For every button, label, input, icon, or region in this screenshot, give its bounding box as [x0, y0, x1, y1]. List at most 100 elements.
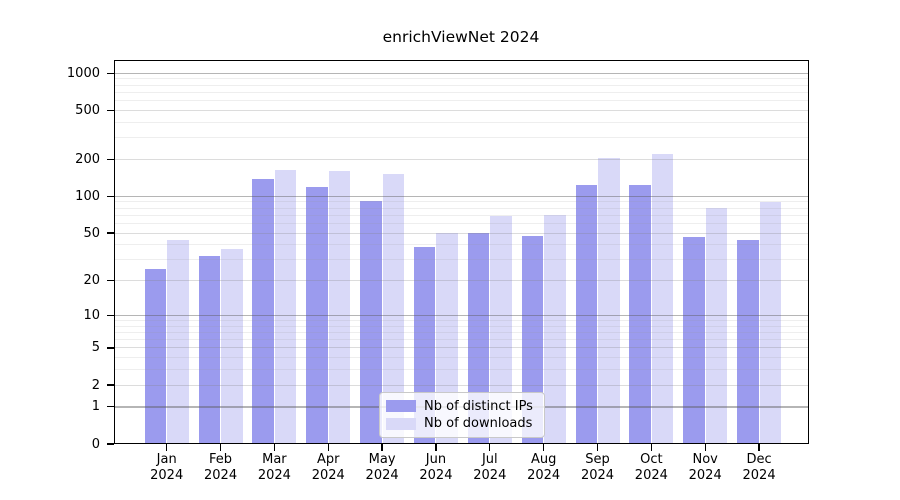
- bar-distinct-ips-oct: [629, 184, 651, 444]
- y-tick-50: [106, 232, 114, 234]
- y-tick-label-500: 500: [75, 102, 100, 118]
- y-tick-label-1: 1: [91, 399, 100, 415]
- x-tick-label-oct: Oct 2024: [634, 452, 668, 483]
- y-tick-200: [106, 158, 114, 161]
- x-tick-dec: [758, 444, 760, 451]
- bar-distinct-ips-feb: [198, 256, 221, 444]
- gridline-minor-60: [114, 222, 808, 224]
- x-tick-apr: [327, 444, 329, 451]
- y-tick-label-5: 5: [91, 340, 100, 356]
- gridline-major-100: [114, 195, 808, 198]
- y-tick-100: [106, 195, 114, 198]
- bar-downloads-nov: [705, 207, 728, 444]
- gridline-minor-40: [114, 244, 808, 246]
- x-tick-label-aug: Aug 2024: [527, 452, 561, 483]
- x-tick-may: [381, 444, 383, 451]
- gridline-minor-30: [114, 259, 808, 261]
- x-tick-jun: [435, 444, 437, 451]
- y-tick-label-1000: 1000: [66, 65, 100, 81]
- y-tick-label-50: 50: [83, 225, 100, 241]
- x-tick-label-jun: Jun 2024: [419, 452, 453, 483]
- bar-downloads-may: [382, 174, 405, 444]
- x-tick-aug: [543, 444, 545, 451]
- y-tick-2: [106, 384, 114, 386]
- bar-distinct-ips-apr: [306, 187, 328, 444]
- gridline-minor-7: [114, 331, 808, 333]
- bar-downloads-aug: [544, 215, 566, 444]
- bar-distinct-ips-nov: [683, 237, 705, 444]
- x-tick-label-may: May 2024: [365, 452, 399, 483]
- gridline-minor-4: [114, 357, 808, 359]
- gridline-minor-300: [114, 137, 808, 139]
- x-tick-label-mar: Mar 2024: [257, 452, 291, 483]
- x-tick-mar: [273, 444, 276, 451]
- y-tick-500: [106, 109, 114, 112]
- gridline-minor-700: [114, 91, 808, 93]
- chart-title: enrichViewNet 2024: [382, 28, 540, 46]
- bar-distinct-ips-mar: [252, 179, 274, 444]
- y-tick-label-10: 10: [83, 307, 100, 323]
- x-tick-label-sep: Sep 2024: [580, 452, 615, 483]
- y-tick-20: [106, 279, 114, 282]
- x-tick-label-dec: Dec 2024: [742, 452, 776, 483]
- bar-downloads-oct: [651, 154, 674, 444]
- x-tick-jan: [166, 444, 168, 451]
- bar-distinct-ips-jul: [467, 233, 490, 444]
- gridline-sub-5: [114, 347, 808, 349]
- x-tick-sep: [596, 444, 599, 451]
- gridline-minor-70: [114, 214, 808, 216]
- bar-downloads-feb: [221, 248, 243, 444]
- y-tick-0: [106, 443, 114, 445]
- gridline-sub-50: [114, 232, 808, 234]
- gridline-major-1000: [114, 72, 808, 75]
- bar-distinct-ips-may: [360, 200, 382, 444]
- legend-item-distinct-ips: Nb of distinct IPs: [386, 399, 538, 414]
- bar-distinct-ips-dec: [737, 239, 759, 444]
- y-tick-label-2: 2: [91, 377, 100, 393]
- x-tick-label-feb: Feb 2024: [204, 452, 238, 483]
- gridline-sub-20: [114, 280, 808, 282]
- x-tick-label-nov: Nov 2024: [688, 452, 722, 483]
- gridline-minor-80: [114, 207, 808, 209]
- gridline-sub-2: [114, 384, 808, 386]
- gridline-major-10: [114, 314, 808, 317]
- legend-swatch-downloads: [386, 417, 416, 430]
- gridline-minor-6: [114, 339, 808, 341]
- x-tick-label-apr: Apr 2024: [311, 452, 345, 483]
- gridline-minor-9: [114, 319, 808, 321]
- bar-downloads-mar: [274, 170, 297, 444]
- legend-label-downloads: Nb of downloads: [424, 416, 533, 432]
- x-tick-oct: [650, 444, 652, 451]
- legend-label-distinct-ips: Nb of distinct IPs: [424, 398, 533, 414]
- y-tick-label-0: 0: [91, 436, 100, 452]
- y-tick-5: [106, 347, 114, 349]
- x-tick-feb: [219, 444, 222, 451]
- gridline-minor-900: [114, 78, 808, 80]
- bar-distinct-ips-sep: [575, 184, 597, 444]
- y-tick-label-20: 20: [83, 273, 100, 289]
- y-tick-label-100: 100: [75, 188, 100, 204]
- y-tick-1000: [106, 72, 114, 74]
- gridline-minor-600: [114, 100, 808, 102]
- gridline-minor-800: [114, 84, 808, 86]
- gridline-sub-500: [114, 109, 808, 111]
- bar-downloads-jun: [436, 233, 458, 444]
- x-tick-jul: [489, 444, 491, 451]
- legend-swatch-distinct-ips: [386, 400, 416, 413]
- gridline-sub-200: [114, 158, 808, 160]
- x-tick-nov: [704, 444, 706, 451]
- gridline-minor-90: [114, 201, 808, 203]
- bar-downloads-sep: [598, 157, 620, 444]
- y-tick-1: [106, 406, 114, 408]
- gridline-minor-400: [114, 121, 808, 123]
- legend-item-downloads: Nb of downloads: [386, 416, 538, 431]
- x-tick-label-jan: Jan 2024: [150, 452, 184, 483]
- bar-downloads-apr: [328, 171, 351, 444]
- bar-downloads-dec: [759, 201, 782, 444]
- legend: Nb of distinct IPs Nb of downloads: [379, 392, 545, 438]
